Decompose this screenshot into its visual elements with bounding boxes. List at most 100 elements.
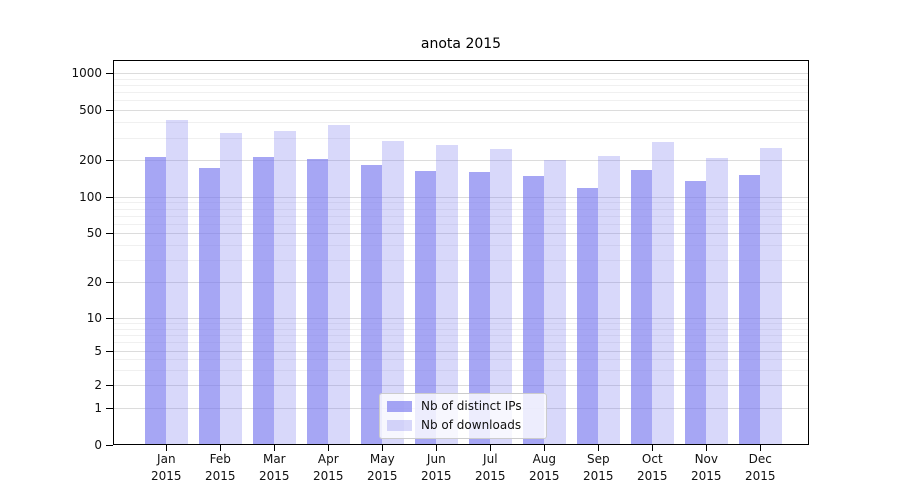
minor-gridline bbox=[114, 328, 808, 330]
y-axis-tick bbox=[106, 197, 113, 198]
minor-gridline bbox=[114, 369, 808, 371]
bar-distinct-ips-nov bbox=[684, 180, 707, 444]
minor-gridline bbox=[114, 342, 808, 344]
legend-label: Nb of downloads bbox=[421, 418, 522, 432]
minor-gridline bbox=[114, 223, 808, 225]
y-axis-tick bbox=[106, 110, 113, 111]
y-tick-label: 200 bbox=[79, 153, 102, 167]
minor-gridline bbox=[114, 208, 808, 210]
x-tick-month: Jul bbox=[483, 452, 498, 466]
x-tick-year: 2015 bbox=[205, 469, 236, 483]
bar-distinct-ips-jul bbox=[468, 171, 491, 444]
x-axis-tick bbox=[706, 445, 708, 451]
major-gridline bbox=[114, 351, 808, 352]
x-tick-month: Apr bbox=[317, 452, 339, 466]
bar-distinct-ips-oct bbox=[630, 169, 653, 444]
bar-downloads-oct bbox=[652, 141, 674, 444]
major-gridline bbox=[114, 318, 808, 319]
legend-swatch bbox=[387, 401, 412, 412]
x-axis-tick bbox=[436, 445, 438, 451]
y-axis-tick bbox=[106, 445, 113, 446]
minor-gridline bbox=[114, 323, 808, 325]
y-axis-tick bbox=[106, 160, 113, 161]
y-axis-tick bbox=[106, 385, 113, 386]
minor-gridline bbox=[114, 78, 808, 80]
x-axis-tick bbox=[220, 445, 222, 451]
legend: Nb of distinct IPs Nb of downloads bbox=[379, 393, 547, 439]
bar-downloads-may bbox=[382, 140, 404, 444]
x-tick-label: Feb 2015 bbox=[192, 451, 248, 485]
x-tick-year: 2015 bbox=[691, 469, 722, 483]
x-axis-tick bbox=[544, 445, 546, 451]
y-tick-label: 5 bbox=[94, 344, 102, 358]
x-axis-tick bbox=[490, 445, 492, 451]
x-tick-label: Mar 2015 bbox=[246, 451, 302, 485]
x-tick-month: Feb bbox=[209, 452, 231, 466]
x-tick-label: May 2015 bbox=[354, 451, 410, 485]
x-tick-year: 2015 bbox=[529, 469, 560, 483]
x-axis-tick bbox=[760, 445, 762, 451]
bar-distinct-ips-dec bbox=[738, 174, 761, 444]
legend-entry: Nb of downloads bbox=[387, 419, 537, 432]
y-tick-label: 50 bbox=[86, 226, 102, 240]
bar-distinct-ips-sep bbox=[576, 188, 599, 444]
y-tick-label: 1 bbox=[94, 401, 102, 415]
x-tick-year: 2015 bbox=[421, 469, 452, 483]
x-axis-tick bbox=[166, 445, 168, 451]
bar-distinct-ips-jan bbox=[144, 157, 167, 444]
major-gridline bbox=[114, 110, 808, 111]
bar-distinct-ips-may bbox=[360, 165, 383, 444]
minor-gridline bbox=[114, 92, 808, 94]
bar-downloads-jul bbox=[490, 148, 512, 444]
minor-gridline bbox=[114, 244, 808, 246]
bar-downloads-sep bbox=[598, 155, 620, 444]
legend-entry: Nb of distinct IPs bbox=[387, 400, 537, 413]
x-tick-month: Aug bbox=[532, 452, 557, 466]
y-tick-label: 0 bbox=[94, 438, 102, 452]
y-tick-label: 100 bbox=[79, 190, 102, 204]
x-tick-month: Sep bbox=[586, 452, 610, 466]
minor-gridline bbox=[114, 84, 808, 86]
major-gridline bbox=[114, 197, 808, 198]
x-tick-label: Sep 2015 bbox=[570, 451, 626, 485]
y-axis-tick bbox=[106, 318, 113, 319]
major-gridline bbox=[114, 282, 808, 283]
x-tick-month: Mar bbox=[262, 452, 286, 466]
y-axis-tick bbox=[106, 233, 113, 234]
y-axis-tick bbox=[106, 351, 113, 352]
bar-downloads-aug bbox=[544, 159, 566, 444]
x-tick-label: Dec 2015 bbox=[732, 451, 788, 485]
x-tick-year: 2015 bbox=[637, 469, 668, 483]
bar-distinct-ips-apr bbox=[306, 158, 329, 444]
bar-downloads-apr bbox=[328, 124, 350, 444]
y-tick-label: 2 bbox=[94, 378, 102, 392]
y-tick-label: 20 bbox=[86, 275, 102, 289]
minor-gridline bbox=[114, 137, 808, 139]
x-tick-year: 2015 bbox=[151, 469, 182, 483]
x-tick-year: 2015 bbox=[367, 469, 398, 483]
x-tick-year: 2015 bbox=[313, 469, 344, 483]
y-tick-label: 1000 bbox=[71, 66, 102, 80]
x-axis-tick bbox=[382, 445, 384, 451]
x-tick-label: Apr 2015 bbox=[300, 451, 356, 485]
x-tick-month: Dec bbox=[748, 452, 772, 466]
x-tick-month: Oct bbox=[641, 452, 663, 466]
bar-distinct-ips-feb bbox=[198, 168, 221, 444]
chart-title: anota 2015 bbox=[420, 36, 502, 52]
x-tick-month: Jun bbox=[426, 452, 446, 466]
major-gridline bbox=[114, 73, 808, 74]
bar-distinct-ips-aug bbox=[522, 176, 545, 444]
x-tick-month: May bbox=[369, 452, 395, 466]
minor-gridline bbox=[114, 359, 808, 361]
minor-gridline bbox=[114, 260, 808, 262]
legend-label: Nb of distinct IPs bbox=[421, 399, 522, 413]
x-tick-label: Jan 2015 bbox=[138, 451, 194, 485]
major-gridline bbox=[114, 233, 808, 234]
x-tick-label: Oct 2015 bbox=[624, 451, 680, 485]
bar-downloads-feb bbox=[220, 132, 242, 444]
x-tick-label: Jul 2015 bbox=[462, 451, 518, 485]
x-tick-year: 2015 bbox=[259, 469, 290, 483]
x-tick-year: 2015 bbox=[583, 469, 614, 483]
major-gridline bbox=[114, 385, 808, 386]
